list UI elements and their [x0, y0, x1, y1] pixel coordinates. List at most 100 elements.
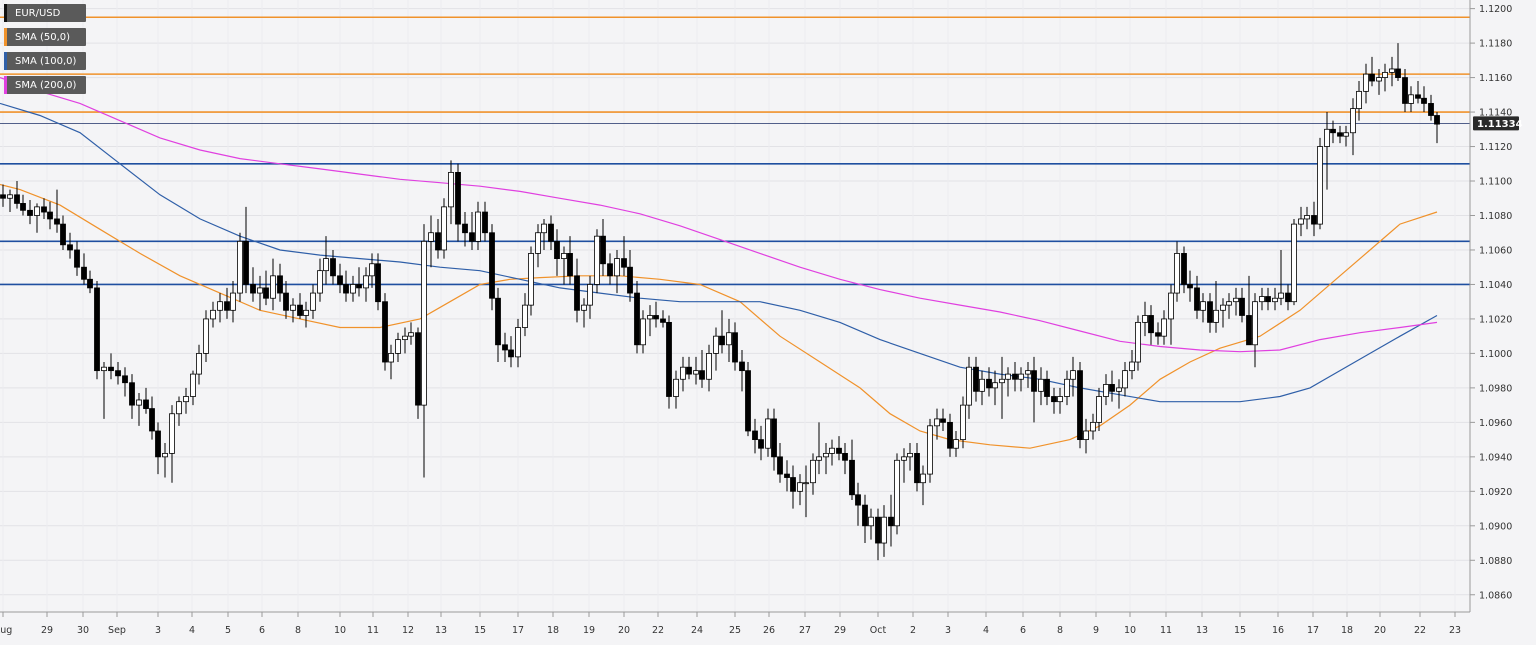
candle: [441, 198, 447, 259]
legend-item-sma50[interactable]: SMA (50,0): [4, 28, 86, 46]
candle: [337, 263, 343, 294]
candle-body-up: [1090, 421, 1096, 432]
legend-item-eurusd[interactable]: EUR/USD: [4, 4, 86, 22]
candle-body-up: [979, 378, 985, 392]
candle-body-down: [482, 211, 488, 234]
candle-body-down: [415, 332, 421, 406]
candle: [1343, 125, 1349, 147]
candle: [257, 275, 263, 311]
legend-item-sma100[interactable]: SMA (100,0): [4, 52, 86, 70]
candle: [428, 215, 434, 268]
candle: [920, 465, 926, 506]
candle-body-down: [1428, 103, 1434, 116]
candle-body-down: [356, 284, 362, 289]
candle-body-up: [1304, 215, 1310, 220]
candle: [797, 474, 803, 506]
candle-body-down: [1246, 315, 1252, 346]
candle-body-down: [699, 370, 705, 380]
candle: [777, 443, 783, 483]
y-tick-label: 1.0920: [1479, 487, 1512, 498]
candle-body-up: [1278, 292, 1284, 299]
candle-body-down: [1051, 396, 1057, 403]
candle-body-up: [388, 353, 394, 363]
candle-body-down: [784, 473, 790, 478]
candle-body-down: [87, 278, 93, 289]
candle-body-down: [947, 421, 953, 449]
candle: [1369, 56, 1375, 87]
candle: [94, 281, 100, 380]
candle: [1129, 349, 1135, 380]
candle: [752, 418, 758, 454]
candle: [330, 249, 336, 285]
x-tick-label: 30: [77, 625, 89, 636]
candle-body-down: [1194, 287, 1200, 311]
candle-body-up: [1363, 73, 1369, 92]
candle: [1259, 287, 1265, 311]
y-tick-label: 1.0940: [1479, 452, 1512, 463]
candle: [323, 236, 329, 285]
candle-body-up: [1220, 304, 1226, 311]
candle-body-up: [960, 404, 966, 441]
candle: [528, 246, 534, 316]
candle: [686, 356, 692, 380]
candle-body-up: [136, 399, 142, 406]
candle-body-down: [1285, 292, 1291, 303]
candle: [1311, 201, 1317, 237]
candle: [1142, 301, 1148, 337]
legend-label: EUR/USD: [15, 7, 61, 19]
candle: [554, 229, 560, 276]
candle-body-down: [653, 315, 659, 320]
legend: EUR/USD SMA (50,0) SMA (100,0) SMA (200,…: [4, 4, 86, 100]
candle: [706, 344, 712, 392]
candle: [203, 310, 209, 363]
candle-body-up: [1018, 373, 1024, 380]
x-tick-label: 8: [295, 625, 301, 636]
candle: [1200, 293, 1206, 323]
candle: [567, 236, 573, 285]
candle-body-down: [1337, 132, 1343, 137]
candle-body-up: [693, 370, 699, 375]
candle-body-down: [47, 211, 53, 220]
candle: [1051, 387, 1057, 414]
candle-body-up: [402, 335, 408, 341]
candle-body-down: [283, 292, 289, 311]
candle: [47, 201, 53, 230]
candle-body-down: [666, 321, 672, 397]
candle-body-down: [297, 304, 303, 316]
candle-body-down: [250, 284, 256, 294]
candle: [1298, 206, 1304, 237]
legend-item-sma200[interactable]: SMA (200,0): [4, 76, 86, 94]
candle: [34, 203, 40, 233]
candle-body-up: [561, 253, 567, 259]
candle: [901, 448, 907, 483]
candle: [283, 281, 289, 319]
candle-body-up: [290, 304, 296, 311]
candle: [122, 367, 128, 397]
candle: [758, 425, 764, 461]
candle: [894, 453, 900, 535]
candle-body-down: [719, 335, 725, 346]
candle: [653, 301, 659, 328]
candle-body-up: [953, 439, 959, 449]
candle-body-down: [607, 263, 613, 277]
candle: [448, 160, 454, 225]
candle: [1265, 287, 1271, 311]
candle-body-down: [875, 516, 881, 544]
candle-body-down: [375, 263, 381, 303]
candle: [719, 310, 725, 354]
candle: [640, 310, 646, 354]
x-tick-label: 6: [1020, 625, 1026, 636]
candle: [816, 422, 822, 475]
candle-body-up: [614, 258, 620, 277]
candle: [1356, 81, 1362, 121]
candle-body-up: [1174, 253, 1180, 294]
x-tick-label: 3: [155, 625, 161, 636]
candle-body-up: [475, 211, 481, 242]
candle: [1174, 241, 1180, 302]
candle: [1103, 374, 1109, 406]
candle-body-down: [1077, 370, 1083, 441]
x-tick-label: 15: [1234, 625, 1246, 636]
candle-body-down: [1109, 384, 1115, 392]
candle-body-up: [421, 240, 427, 406]
candle-body-down: [243, 240, 249, 285]
